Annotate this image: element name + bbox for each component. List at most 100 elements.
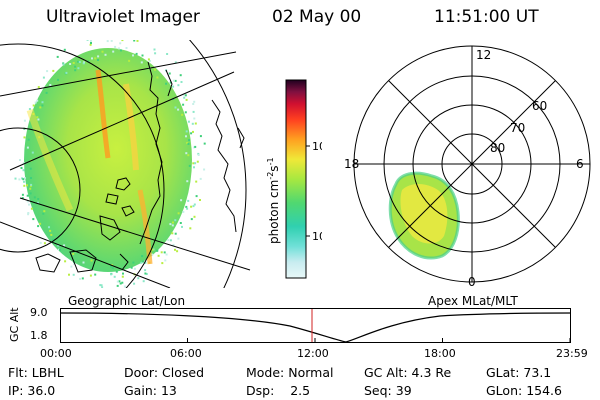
timeline-ytick-bottom: 1.8 [30, 329, 48, 342]
speckle-dot [86, 40, 89, 41]
speckle-dot [172, 85, 175, 88]
polar-plot: 12 18 6 0 60 70 80 [344, 45, 591, 289]
polar-aurora-edge [388, 171, 460, 260]
speckle-dot [123, 285, 126, 288]
speckle-dot [26, 146, 29, 149]
speckle-dot [39, 241, 42, 244]
speckle-dot [49, 229, 52, 232]
speckle-dot [22, 178, 25, 181]
mlat-label-60: 60 [532, 99, 547, 113]
speckle-dot [188, 139, 191, 142]
speckle-dot [145, 273, 148, 275]
speckle-dot [104, 53, 107, 56]
speckle-dot [193, 166, 195, 169]
speckle-dot [82, 261, 85, 264]
colorbar: 100 10 photon cm-2s-1 [266, 79, 322, 279]
speckle-dot [180, 81, 183, 83]
speckle-dot [137, 277, 140, 280]
speckle-dot [182, 210, 185, 213]
info-mode: Mode: Normal [246, 365, 334, 380]
speckle-dot [121, 275, 124, 278]
speckle-dot [113, 275, 116, 278]
speckle-dot [21, 193, 24, 196]
speckle-dot [91, 57, 93, 60]
speckle-dot [27, 213, 30, 216]
speckle-dot [29, 192, 32, 195]
speckle-dot [184, 111, 187, 114]
bright-streak-2 [123, 83, 139, 171]
speckle-dot [20, 167, 23, 169]
speckle-dot [52, 238, 55, 241]
speckle-dot [116, 284, 119, 287]
timeline-ylabel-wrap: GC Alt [8, 304, 22, 344]
speckle-dot [97, 59, 99, 61]
speckle-dot [199, 199, 201, 201]
timeline-xtick-0000: 00:00 [40, 347, 72, 360]
speckle-dot [63, 48, 66, 51]
speckle-dot [110, 40, 113, 42]
speckle-dot [119, 42, 122, 45]
speckle-dot [29, 167, 32, 170]
speckle-dot [125, 47, 128, 49]
speckle-dot [63, 244, 66, 247]
speckle-dot [110, 273, 113, 276]
speckle-dot [188, 164, 191, 167]
speckle-dot [30, 177, 32, 179]
speckle-dot [50, 233, 53, 236]
speckle-dot [177, 84, 180, 87]
speckle-dot [196, 160, 199, 163]
speckle-dot [29, 187, 32, 190]
speckle-dot [169, 223, 172, 226]
timeline-xtick-2359: 23:59 [556, 347, 588, 360]
speckle-dot [32, 218, 35, 221]
speckle-dot [112, 50, 115, 53]
speckle-dot [37, 225, 40, 228]
speckle-dot [166, 53, 169, 55]
speckle-dot [31, 151, 34, 154]
info-ip: IP: 36.0 [8, 383, 56, 398]
speckle-dot [33, 196, 36, 199]
speckle-dot [97, 55, 100, 58]
speckle-dot [167, 239, 170, 242]
timeline-xtick-1200: 12:00 [297, 347, 329, 360]
mlt-label-0: 0 [468, 275, 476, 289]
speckle-dot [142, 280, 145, 283]
speckle-dot [23, 184, 26, 187]
speckle-dot [144, 261, 147, 264]
speckle-dot [172, 243, 175, 246]
speckle-dot [165, 253, 168, 256]
speckle-dot [114, 45, 117, 48]
speckle-dot [115, 270, 118, 273]
speckle-dot [100, 284, 103, 287]
speckle-dot [30, 183, 33, 186]
speckle-dot [193, 100, 196, 103]
apex-map-label: Apex MLat/MLT [428, 294, 518, 308]
speckle-dot [148, 60, 151, 62]
speckle-dot [154, 68, 156, 71]
speckle-dot [172, 221, 174, 224]
speckle-dot [152, 248, 155, 251]
timeline-ylabel: GC Alt [8, 307, 21, 342]
speckle-dot [82, 62, 85, 65]
speckle-dot [23, 177, 26, 180]
speckle-dot [181, 225, 183, 228]
speckle-dot [64, 260, 67, 263]
speckle-dot [186, 180, 189, 183]
speckle-dot [192, 162, 195, 165]
speckle-dot [77, 67, 80, 70]
speckle-dot [177, 212, 180, 215]
speckle-dot [37, 118, 40, 121]
speckle-dot [72, 252, 75, 255]
info-filter: Flt: LBHL [8, 365, 64, 380]
speckle-dot [192, 205, 195, 208]
speckle-dot [69, 63, 72, 65]
mlt-label-12: 12 [476, 48, 491, 62]
colorbar-unit-label: photon cm-2s-1 [266, 157, 281, 244]
speckle-dot [119, 282, 122, 285]
speckle-dot [21, 177, 24, 180]
speckle-dot [187, 154, 190, 157]
speckle-dot [34, 101, 37, 104]
speckle-dot [43, 210, 46, 213]
speckle-dot [197, 154, 200, 156]
speckle-dot [193, 117, 196, 120]
